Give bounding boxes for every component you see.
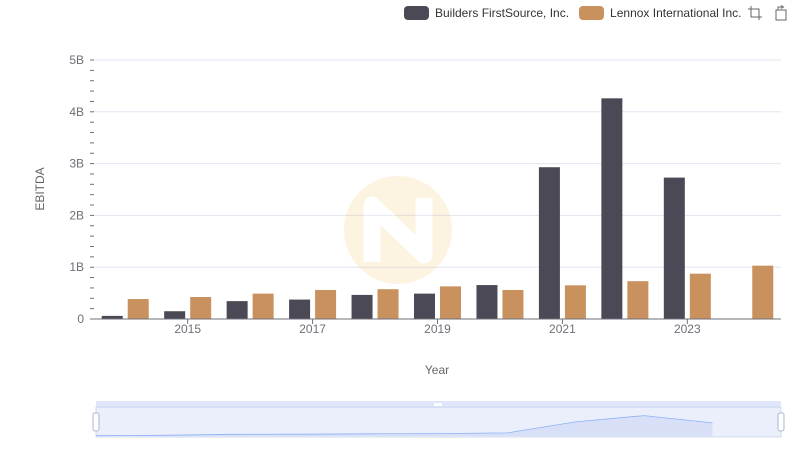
bar-lennox-2014[interactable] — [127, 299, 149, 319]
bar-lennox-2024[interactable] — [752, 265, 774, 319]
bar-builders-firstsource-2017[interactable] — [289, 299, 311, 319]
bars — [101, 98, 774, 319]
y-tick-label: 4B — [69, 105, 84, 119]
slider-preview-area — [96, 415, 713, 436]
y-axis-title: EBITDA — [33, 167, 47, 210]
y-tick-label: 1B — [69, 260, 84, 274]
y-tick-label: 0 — [77, 312, 84, 326]
data-zoom-slider[interactable] — [92, 401, 785, 438]
axes — [90, 59, 781, 324]
bar-builders-firstsource-2015[interactable] — [164, 311, 186, 319]
slider-preview-line — [95, 415, 713, 437]
legend-label-lennox: Lennox International Inc. — [610, 6, 742, 20]
legend-swatch-lennox — [579, 6, 605, 20]
legend-item-builders-firstsource[interactable]: Builders FirstSource, Inc. — [404, 6, 569, 20]
toolbox — [747, 5, 789, 21]
bar-builders-firstsource-2018[interactable] — [351, 294, 373, 319]
x-tick-label: 2021 — [549, 322, 576, 336]
x-tick-label: 2023 — [674, 322, 701, 336]
bar-builders-firstsource-2021[interactable] — [538, 167, 560, 319]
x-axis-title: Year — [425, 363, 449, 377]
y-tick-label: 2B — [69, 208, 84, 222]
x-tick-label: 2017 — [299, 322, 326, 336]
bar-lennox-2016[interactable] — [252, 293, 274, 319]
bar-builders-firstsource-2016[interactable] — [226, 301, 248, 319]
legend-item-lennox[interactable]: Lennox International Inc. — [579, 6, 741, 20]
bar-lennox-2021[interactable] — [564, 285, 586, 319]
bar-builders-firstsource-2023[interactable] — [663, 177, 685, 319]
slider-handle-right[interactable] — [777, 412, 785, 432]
slider-top-grip — [434, 403, 442, 406]
x-tick-label: 2019 — [424, 322, 451, 336]
bar-lennox-2018[interactable] — [377, 289, 399, 319]
bar-builders-firstsource-2019[interactable] — [414, 293, 435, 319]
bar-builders-firstsource-2022[interactable] — [601, 98, 623, 319]
x-tick-labels: 2015 2017 2019 2021 2023 — [174, 322, 701, 336]
zoom-icon[interactable] — [747, 5, 763, 21]
bar-lennox-2020[interactable] — [502, 289, 524, 319]
restore-icon[interactable] — [773, 5, 789, 21]
y-tick-labels: 0 1B 2B 3B 4B 5B — [69, 53, 84, 326]
legend-label-builders-firstsource: Builders FirstSource, Inc. — [435, 6, 570, 20]
legend-swatch-builders-firstsource — [404, 6, 429, 20]
slider-handle-left[interactable] — [92, 412, 100, 432]
x-tick-label: 2015 — [174, 322, 201, 336]
watermark-logo — [344, 176, 452, 284]
bar-lennox-2017[interactable] — [315, 289, 337, 319]
bar-lennox-2019[interactable] — [440, 286, 461, 319]
legend: Builders FirstSource, Inc. Lennox Intern… — [404, 4, 751, 22]
bar-lennox-2015[interactable] — [190, 296, 212, 319]
y-tick-label: 5B — [69, 53, 84, 67]
bar-lennox-2023[interactable] — [689, 273, 711, 319]
y-tick-label: 3B — [69, 157, 84, 171]
bar-lennox-2022[interactable] — [627, 281, 649, 319]
bar-builders-firstsource-2014[interactable] — [101, 315, 123, 319]
bar-builders-firstsource-2020[interactable] — [476, 285, 498, 319]
